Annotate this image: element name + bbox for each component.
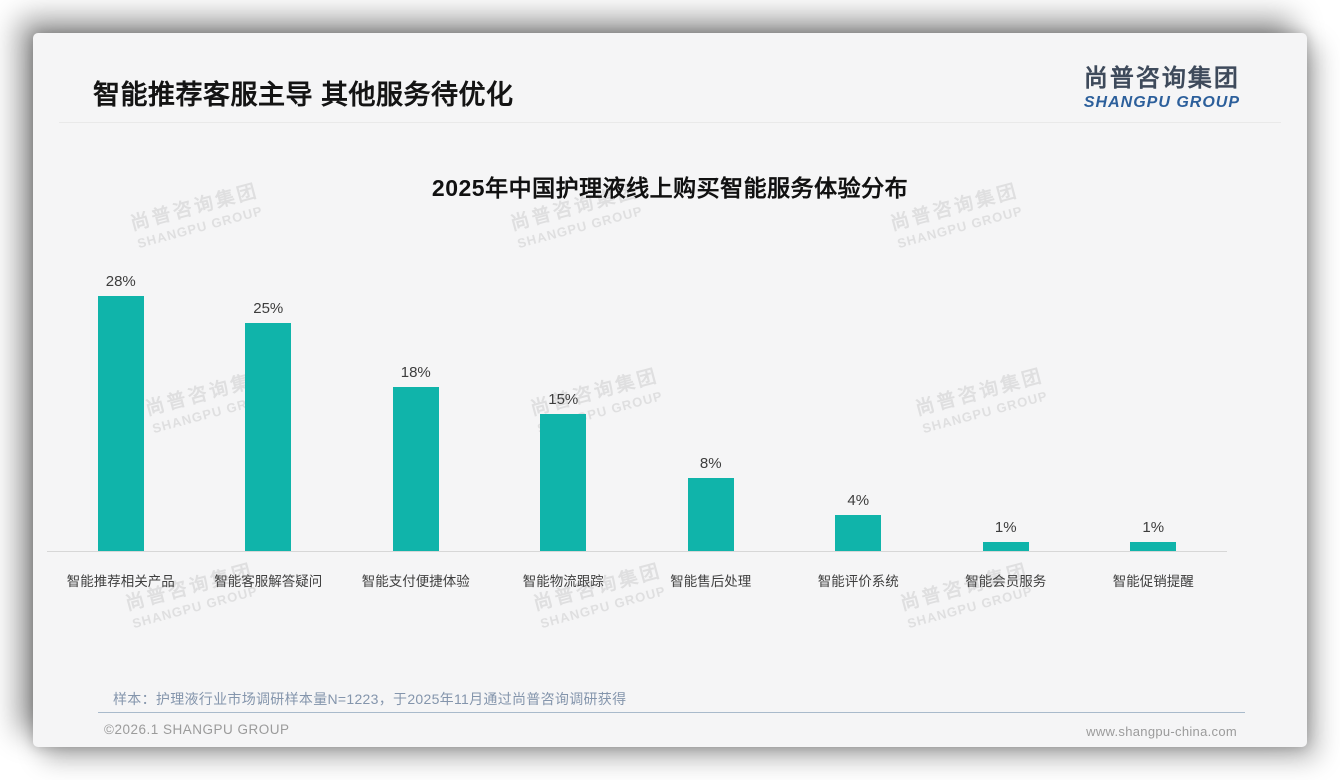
- bar-column: 15%: [490, 391, 638, 551]
- x-axis-label: 智能会员服务: [965, 574, 1047, 589]
- bar: [835, 515, 882, 551]
- watermark: 尚普咨询集团 SHANGPU GROUP: [898, 560, 1035, 631]
- x-axis-label: 智能评价系统: [817, 574, 899, 589]
- x-axis-label: 智能售后处理: [670, 574, 752, 589]
- bar-value-label: 1%: [1142, 519, 1165, 536]
- website-text: www.shangpu-china.com: [1086, 724, 1237, 739]
- chart-title: 2025年中国护理液线上购买智能服务体验分布: [431, 175, 909, 201]
- bar-column: 18%: [342, 364, 490, 551]
- bar-value-label: 15%: [548, 391, 579, 408]
- bar: [1130, 542, 1177, 551]
- x-axis-label: 智能物流跟踪: [522, 574, 604, 589]
- bar-value-label: 1%: [994, 519, 1017, 536]
- bar: [245, 323, 292, 551]
- company-logo-cn: 尚普咨询集团: [1083, 65, 1240, 92]
- slide-card: 尚普咨询集团 SHANGPU GROUP 尚普咨询集团 SHANGPU GROUP 尚普…: [33, 33, 1307, 747]
- bar-chart-plot: 28% 25% 18% 15% 8% 4% 1% 1%: [47, 243, 1227, 551]
- bar-column: 28%: [47, 273, 195, 551]
- bar-column: 1%: [1080, 519, 1228, 551]
- bar: [392, 387, 439, 551]
- bar: [97, 296, 144, 551]
- x-axis-label: 智能推荐相关产品: [66, 574, 175, 589]
- x-axis-label: 智能客服解答疑问: [214, 574, 323, 589]
- x-axis-line: [47, 551, 1227, 552]
- bar-column: 8%: [637, 455, 785, 551]
- watermark: 尚普咨询集团 SHANGPU GROUP: [123, 560, 260, 631]
- sample-note: 样本：护理液行业市场调研样本量N=1223，于2025年11月通过尚普咨询调研获…: [113, 691, 627, 707]
- company-logo-en: SHANGPU GROUP: [1083, 94, 1240, 111]
- page-title: 智能推荐客服主导 其他服务待优化: [93, 80, 514, 110]
- company-logo: 尚普咨询集团 SHANGPU GROUP: [1084, 58, 1240, 112]
- header-divider: [59, 122, 1281, 123]
- bar-value-label: 18%: [400, 364, 431, 381]
- x-axis-labels: 智能推荐相关产品 智能客服解答疑问 智能支付便捷体验 智能物流跟踪 智能售后处理 智能评价…: [47, 570, 1227, 590]
- bar: [982, 542, 1029, 551]
- bar: [540, 414, 587, 551]
- bar-value-label: 25%: [253, 300, 284, 317]
- bar-column: 4%: [785, 492, 933, 551]
- bar-column: 1%: [932, 519, 1080, 551]
- bar-value-label: 28%: [105, 273, 136, 290]
- bar-column: 25%: [195, 300, 343, 551]
- footer-divider: [98, 712, 1245, 713]
- watermark: 尚普咨询集团 SHANGPU GROUP: [531, 560, 668, 631]
- x-axis-label: 智能促销提醒: [1112, 574, 1194, 589]
- bar-value-label: 8%: [699, 455, 722, 472]
- bar: [687, 478, 734, 551]
- bar-value-label: 4%: [847, 492, 870, 509]
- x-axis-label: 智能支付便捷体验: [361, 574, 470, 589]
- copyright-text: ©2026.1 SHANGPU GROUP: [104, 722, 290, 737]
